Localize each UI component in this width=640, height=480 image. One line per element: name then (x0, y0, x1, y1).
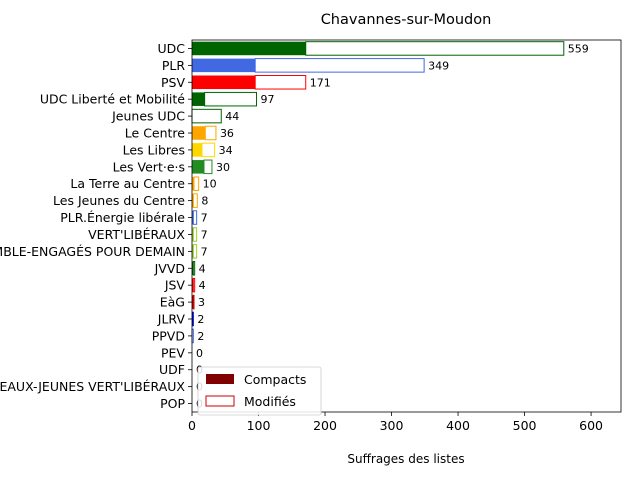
value-label-les-vert-e-s: 30 (216, 161, 230, 174)
x-tick-label-300: 300 (380, 418, 404, 433)
plot-frame (191, 39, 622, 413)
value-label-jeunes-udc: 44 (225, 110, 239, 123)
value-labels-layer: 5593491719744363430108777443220000 (196, 42, 589, 410)
value-label-pev: 0 (196, 347, 203, 360)
bar-compacts-plr (192, 58, 256, 73)
bar-compacts-udc (192, 41, 306, 56)
bar-modifies-les-jeunes-du-centre (192, 193, 198, 208)
bar-compacts-vert-liberaux (192, 227, 194, 242)
bar-modifies-ensemble-engages-pour-demain (192, 244, 198, 259)
bar-compacts-les-vert-e-s (192, 160, 204, 174)
value-label-les-libres: 34 (219, 144, 233, 157)
bar-compacts-les-libres (192, 143, 202, 157)
y-tick-label-pev: PEV (161, 345, 185, 360)
bar-compacts-plr-energie-liberale (192, 210, 194, 225)
value-label-les-jeunes-du-centre: 8 (201, 195, 208, 208)
y-tick-label-ensemble-engages-pour-demain: ENSEMBLE-ENGAGÉS POUR DEMAIN (0, 244, 185, 259)
value-label-jvvd: 4 (199, 262, 206, 275)
y-tick-label-plr-energie-liberale: PLR.Énergie libérale (60, 210, 185, 225)
bar-compacts-udc-liberte-et-mobilite (192, 92, 205, 106)
bar-modifies-jsv (192, 277, 196, 293)
bar-modifies-eag (192, 294, 195, 310)
y-tick-label-les-vert-e-s: Les Vert·e·s (113, 159, 185, 174)
bar-modifies-psv (254, 75, 307, 90)
y-tick-label-pop: POP (160, 396, 185, 411)
y-tick-label-jsv: JSV (164, 278, 186, 293)
bar-modifies-jlrv (192, 311, 194, 327)
y-tick-label-psv: PSV (161, 75, 185, 90)
bar-compacts-le-centre (192, 126, 206, 140)
value-label-psv: 171 (310, 76, 331, 89)
y-tick-label-udc-liberte-et-mobilite: UDC Liberté et Mobilité (40, 92, 185, 107)
x-tick-label-100: 100 (247, 418, 271, 433)
value-label-le-centre: 36 (220, 127, 234, 140)
value-label-ensemble-engages-pour-demain: 7 (201, 245, 208, 258)
bar-modifies-plr-energie-liberale (192, 210, 198, 225)
y-tick-label-jlrv: JLRV (157, 312, 186, 327)
y-tick-label-eag: EàG (160, 295, 185, 310)
bar-modifies-jvvd (192, 261, 196, 276)
y-axis: UDC PLR PSV UDC Liberté et Mobilité Jeunes U… (0, 41, 192, 411)
value-label-jsv: 4 (199, 279, 206, 292)
bar-compacts-jvvd (192, 261, 194, 276)
y-tick-label-udc: UDC (157, 41, 185, 56)
y-tick-label-les-libres: Les Libres (123, 142, 185, 157)
y-tick-label-plr: PLR (162, 58, 186, 73)
value-label-vert-liberaux: 7 (201, 228, 208, 241)
bar-compacts-ensemble-engages-pour-demain (192, 244, 194, 259)
x-axis-label: Suffrages des listes (347, 452, 464, 466)
y-tick-label-ppvd: PPVD (152, 328, 185, 343)
y-tick-label-le-centre: Le Centre (125, 126, 186, 141)
bar-modifies-les-libres (201, 142, 216, 158)
x-tick-label-600: 600 (579, 418, 603, 433)
y-tick-label-les-nouveaux-jeunes-vert-liberaux: LES NOUVEAUX-JEUNES VERT'LIBÉRAUX (0, 379, 185, 394)
x-tick-label-500: 500 (513, 418, 537, 433)
y-tick-label-udf: UDF (159, 362, 185, 377)
y-tick-label-vert-liberaux: VERT'LIBÉRAUX (88, 227, 185, 242)
y-tick-label-jvvd: JVVD (154, 261, 185, 276)
bar-compacts-jsv (192, 278, 194, 292)
bar-compacts-la-terre-au-centre (192, 176, 194, 191)
value-label-plr-energie-liberale: 7 (201, 212, 208, 225)
bar-modifies-jeunes-udc (191, 108, 222, 124)
y-tick-label-les-jeunes-du-centre: Les Jeunes du Centre (53, 193, 185, 208)
legend-label-modifies: Modifiés (244, 394, 296, 409)
y-tick-label-la-terre-au-centre: La Terre au Centre (70, 176, 185, 191)
x-tick-label-200: 200 (313, 418, 337, 433)
y-tick-label-jeunes-udc: Jeunes UDC (111, 109, 185, 124)
bar-modifies-udc (305, 41, 565, 56)
value-label-udc: 559 (568, 42, 589, 55)
x-axis: 0 100 200 300 400 500 600 (188, 412, 603, 433)
value-label-eag: 3 (198, 296, 205, 309)
bar-modifies-udc-liberte-et-mobilite (204, 91, 258, 107)
value-label-la-terre-au-centre: 10 (203, 178, 217, 191)
bar-modifies-vert-liberaux (192, 227, 198, 242)
value-label-ppvd: 2 (197, 330, 204, 343)
bar-modifies-le-centre (204, 125, 217, 141)
bar-compacts-eag (192, 295, 194, 309)
value-label-jlrv: 2 (197, 313, 204, 326)
bar-compacts-les-jeunes-du-centre (192, 193, 194, 208)
legend-swatch-compacts (206, 374, 234, 384)
bar-modifies-les-vert-e-s (203, 159, 213, 175)
legend-label-compacts: Compacts (244, 372, 306, 387)
legend: Compacts Modifiés (197, 366, 322, 416)
value-label-plr: 349 (428, 59, 449, 72)
chart-title: Chavannes-sur-Moudon (321, 12, 492, 28)
bar-modifies-plr (254, 58, 425, 73)
legend-swatch-modifies (205, 395, 235, 407)
value-label-udc-liberte-et-mobilite: 97 (261, 93, 275, 106)
bar-modifies-la-terre-au-centre (193, 176, 200, 191)
bars-layer (191, 41, 565, 344)
x-tick-label-400: 400 (446, 418, 470, 433)
x-tick-label-0: 0 (188, 418, 196, 433)
bar-compacts-psv (192, 75, 256, 90)
